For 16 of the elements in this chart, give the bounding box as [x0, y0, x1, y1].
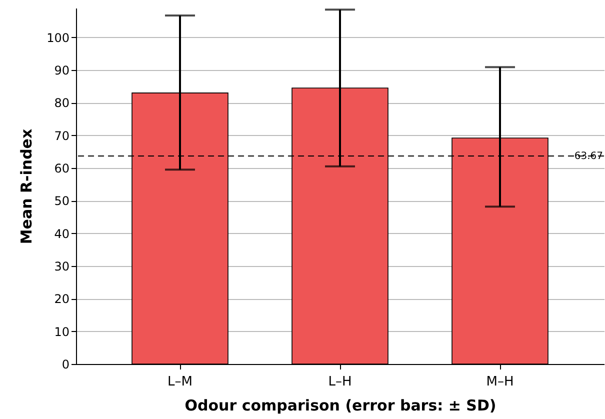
x-axis-title: Odour comparison (error bars: ± SD) — [184, 396, 496, 414]
y-tick-label: 90 — [54, 64, 70, 78]
x-tick-label: M–H — [486, 374, 514, 390]
y-tick-label: 80 — [54, 96, 70, 110]
y-tick-label: 0 — [62, 358, 70, 372]
y-axis-title: Mean R-index — [18, 128, 36, 244]
x-tick-label: L–H — [328, 374, 352, 390]
y-tick-label: 50 — [54, 194, 70, 208]
y-tick-label: 70 — [54, 128, 70, 143]
y-tick-label: 60 — [54, 162, 70, 176]
y-tick-label: 20 — [54, 292, 70, 306]
y-tick-label: 40 — [54, 226, 70, 241]
x-tick-label: L–M — [168, 374, 192, 390]
y-tick-label: 10 — [54, 324, 70, 339]
y-tick-label: 100 — [46, 30, 70, 45]
y-tick-label: 30 — [54, 260, 70, 274]
